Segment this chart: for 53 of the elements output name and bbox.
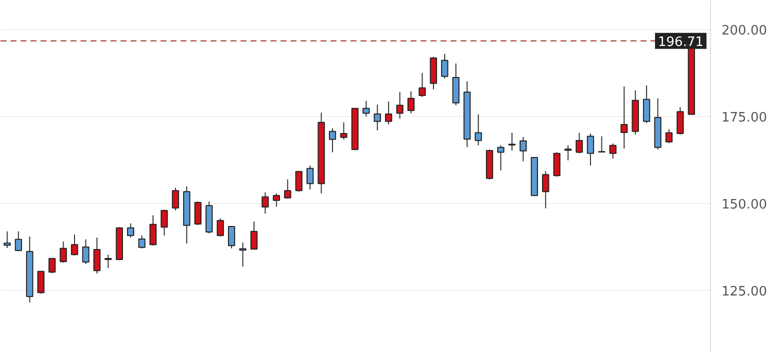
candlestick [14,230,22,252]
candlestick [70,234,78,256]
candlestick [272,192,280,208]
candlestick [520,136,527,162]
candlestick [306,165,314,190]
candlestick [385,100,392,125]
candlestick [407,90,415,114]
y-tick-label: 150.00 [722,197,767,212]
candlestick [362,100,370,117]
candlestick [4,230,11,249]
candlestick [250,221,258,250]
y-tick-label: 125.00 [722,284,767,300]
candlestick [586,133,594,166]
ref-line-label: 196.71 [658,34,704,50]
candlestick [542,170,550,209]
candlestick [160,209,168,236]
candlestick [609,143,616,160]
candlestick [576,132,583,154]
candlestick [441,53,448,79]
candlestick [598,136,606,153]
candlestick [474,114,482,146]
candlestick [665,128,673,144]
candlestick [374,104,381,131]
candlestick [172,187,180,211]
candlestick [676,106,684,136]
candlestick [508,132,516,152]
candlestick [239,242,246,267]
candlestick [284,178,292,200]
candlestick [127,222,134,238]
candlestick [396,92,404,120]
y-tick-label: 200.00 [722,23,767,38]
candlestick [497,144,504,171]
candlestick [620,86,628,149]
y-tick-label: 175.00 [722,110,767,126]
candlestick [104,254,112,268]
candlestick [82,238,90,265]
candlestick [642,84,650,124]
candlestick [48,258,56,274]
candlestick [149,214,157,246]
candlestick [138,235,146,249]
candlestick [60,240,67,264]
candlestick [418,72,426,98]
candlestick [328,128,336,153]
candlestick [564,144,572,161]
candlestick [262,192,269,214]
candlestick [340,122,348,140]
candlestick [93,237,101,274]
candlestick [553,152,560,178]
candlestick [194,200,202,226]
candlestick [295,170,302,192]
candlestick [228,226,236,249]
candlestick [216,218,224,238]
candlestick [37,270,44,294]
